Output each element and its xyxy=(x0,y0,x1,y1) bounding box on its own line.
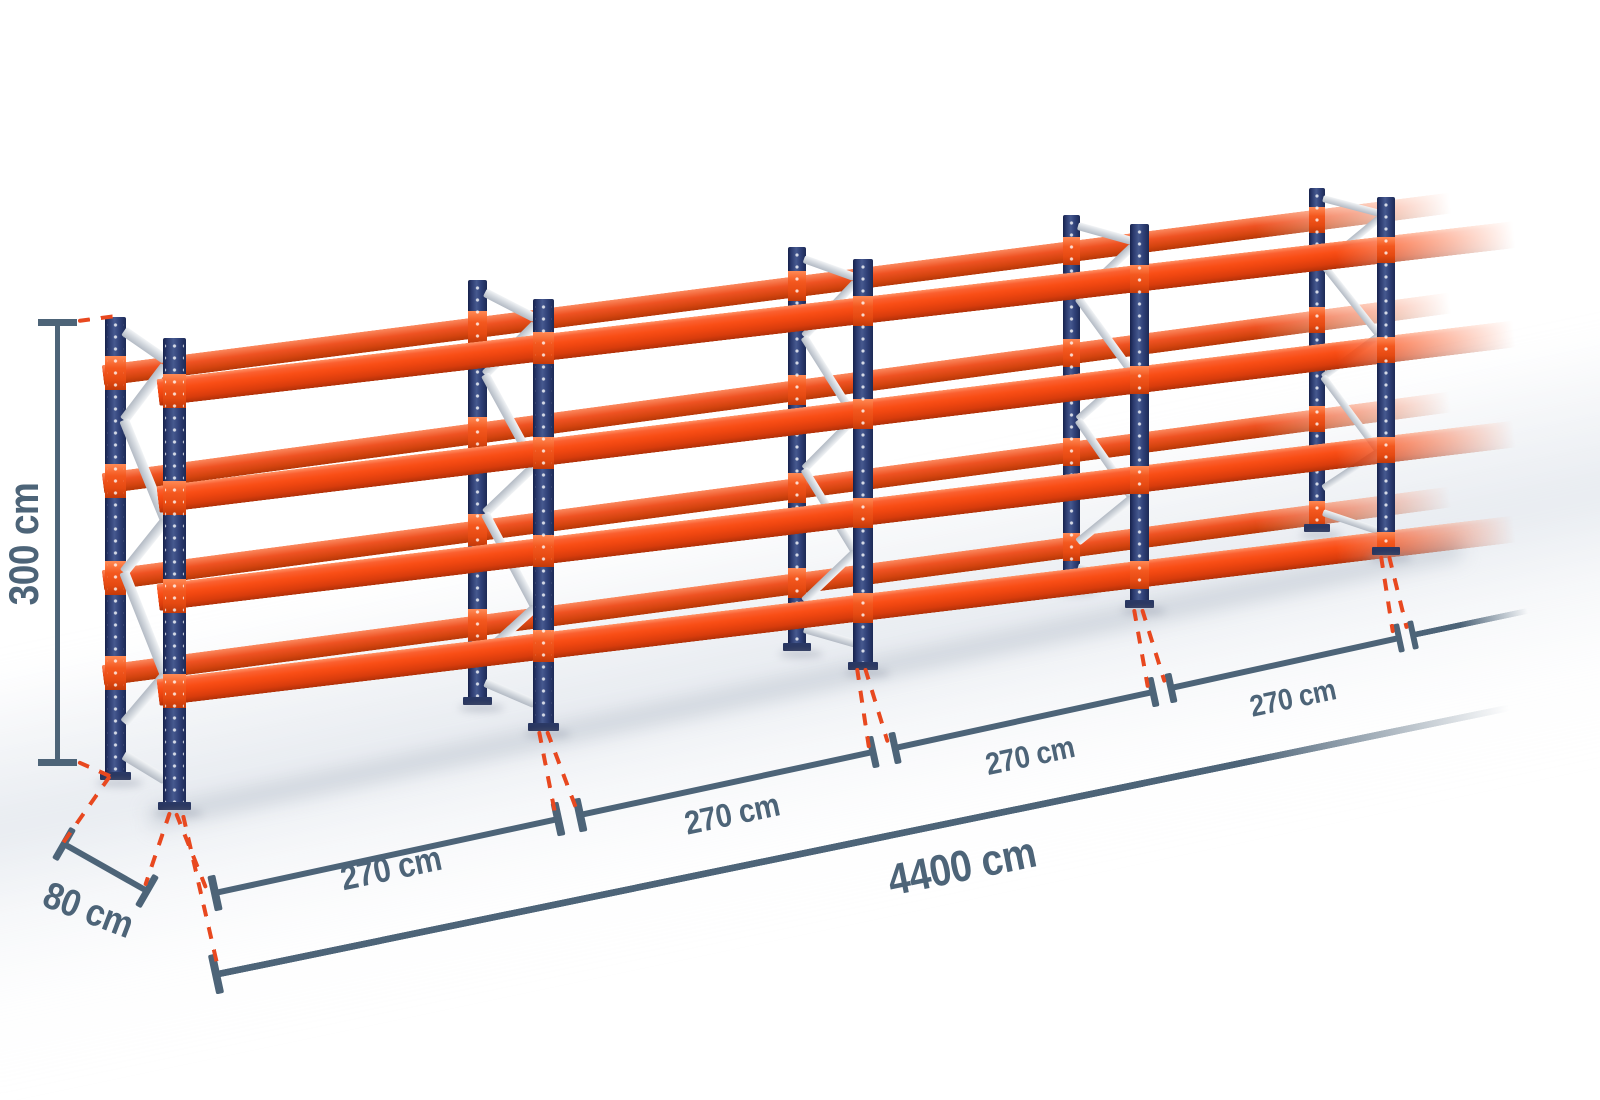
post-floor-shadow xyxy=(779,650,823,658)
upright-rear-post-frame-1 xyxy=(105,317,126,776)
post-floor-shadow xyxy=(1300,531,1342,539)
height-dimension-cap-top xyxy=(38,319,77,326)
upright-rear-post-frame-3 xyxy=(788,247,806,647)
post-perforations xyxy=(107,319,124,774)
post-perforations xyxy=(535,301,552,725)
height-dimension-label: 300 cm xyxy=(0,482,47,606)
upright-front-post-frame-5 xyxy=(1377,197,1395,551)
frame-brace xyxy=(121,326,168,364)
post-perforations xyxy=(855,261,871,664)
post-perforations xyxy=(1132,226,1147,602)
post-perforations xyxy=(470,282,485,699)
upright-front-post-frame-2 xyxy=(533,299,554,727)
post-foot-plate xyxy=(1125,600,1154,608)
height-dimension-line xyxy=(55,322,60,763)
post-perforations xyxy=(165,340,184,804)
post-floor-shadow xyxy=(459,704,504,712)
post-foot-plate xyxy=(1372,547,1400,555)
upright-front-post-frame-3 xyxy=(853,259,873,666)
post-perforations xyxy=(790,249,804,645)
post-perforations xyxy=(1379,199,1393,549)
post-foot-plate xyxy=(848,662,878,670)
post-foot-plate xyxy=(1304,524,1330,532)
post-foot-plate xyxy=(783,643,811,651)
post-floor-shadow xyxy=(96,779,143,787)
post-foot-plate xyxy=(158,802,191,810)
upright-rear-post-frame-2 xyxy=(468,280,487,701)
upright-front-post-frame-4 xyxy=(1130,224,1149,604)
upright-front-post-frame-1 xyxy=(163,338,186,806)
height-dimension-cap-bottom xyxy=(38,759,77,766)
post-foot-plate xyxy=(100,772,131,780)
post-foot-plate xyxy=(463,697,492,705)
post-foot-plate xyxy=(528,723,559,731)
